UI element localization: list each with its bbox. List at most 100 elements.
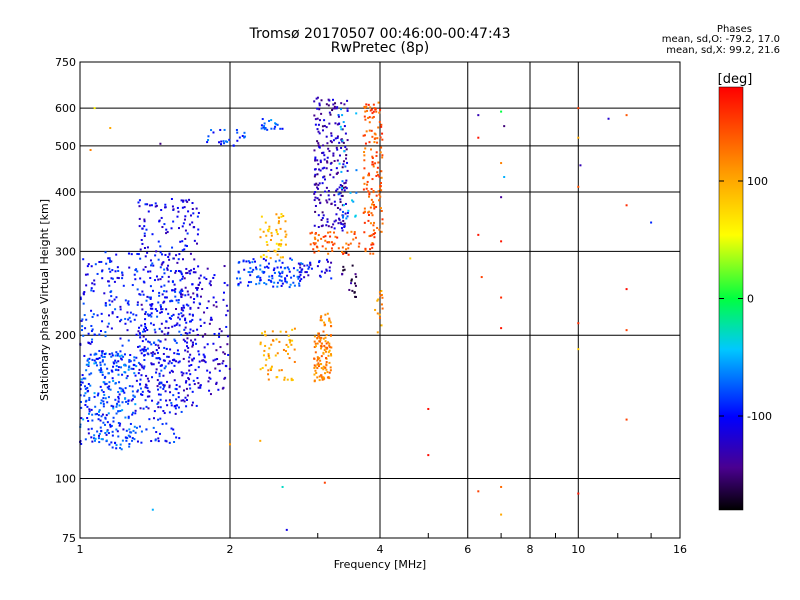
data-point [165, 228, 168, 231]
data-point [153, 410, 156, 413]
data-point [342, 163, 345, 166]
data-point [277, 244, 280, 247]
data-point [182, 309, 185, 312]
data-point [108, 299, 111, 302]
data-point [281, 282, 284, 285]
data-point [274, 250, 277, 253]
data-point [158, 220, 161, 223]
data-point [363, 115, 366, 118]
data-point [147, 389, 150, 392]
data-point [96, 314, 99, 317]
data-point [378, 111, 381, 114]
data-point [191, 404, 194, 407]
data-point [187, 377, 190, 380]
data-point [182, 222, 185, 225]
data-point [132, 363, 135, 366]
data-point [371, 178, 374, 181]
data-point [138, 205, 141, 208]
data-point [144, 323, 147, 326]
data-point [345, 179, 348, 182]
data-point [163, 384, 166, 387]
data-point [176, 349, 179, 352]
data-point [154, 343, 157, 346]
data-point [123, 364, 126, 367]
data-point [279, 227, 282, 230]
data-point [174, 405, 177, 408]
phases-heading: Phases [716, 24, 752, 35]
data-point [317, 130, 320, 133]
data-point [381, 218, 384, 221]
data-point [116, 266, 119, 269]
data-point [370, 108, 373, 111]
data-point [296, 275, 299, 278]
data-point [326, 142, 329, 145]
data-point [173, 338, 176, 341]
data-point [184, 286, 187, 289]
data-point [323, 349, 326, 352]
data-point [138, 225, 141, 228]
data-point [146, 329, 149, 332]
y-tick-label: 75 [62, 532, 76, 545]
data-point [236, 139, 239, 142]
data-point [213, 274, 216, 277]
data-point [338, 218, 341, 221]
data-point [212, 296, 215, 299]
data-point [124, 317, 127, 320]
data-point [362, 211, 365, 214]
data-point [124, 436, 127, 439]
data-point [170, 362, 173, 365]
data-point [218, 369, 221, 372]
data-point [337, 217, 340, 220]
data-point [144, 349, 147, 352]
data-point [260, 124, 263, 127]
data-point [132, 411, 135, 414]
data-point [318, 274, 321, 277]
data-point [208, 389, 211, 392]
data-point [381, 132, 384, 135]
data-point [330, 354, 333, 357]
data-point [255, 268, 258, 271]
data-point [315, 182, 318, 185]
data-point [223, 128, 226, 131]
data-point [334, 235, 337, 238]
data-point [328, 198, 331, 201]
data-point [139, 387, 142, 390]
data-point [145, 405, 148, 408]
data-point [323, 377, 326, 380]
data-point [319, 202, 322, 205]
data-point [134, 412, 137, 415]
data-point [342, 219, 345, 222]
data-point [132, 367, 135, 370]
data-point [296, 269, 299, 272]
data-point [110, 355, 113, 358]
data-point [91, 282, 94, 285]
data-point [343, 189, 346, 192]
data-point [346, 231, 349, 234]
data-point [88, 396, 91, 399]
data-point [102, 421, 105, 424]
data-point [197, 382, 200, 385]
data-point [185, 321, 188, 324]
data-point [288, 357, 291, 360]
data-point [135, 356, 138, 359]
data-point [120, 318, 123, 321]
data-point [138, 326, 141, 329]
data-point [187, 304, 190, 307]
data-point [151, 508, 154, 511]
data-point [374, 232, 377, 235]
data-point [179, 240, 182, 243]
data-point [218, 327, 221, 330]
data-point [135, 379, 138, 382]
data-point [147, 210, 150, 213]
data-point [317, 123, 320, 126]
data-point [105, 304, 108, 307]
data-point [98, 261, 101, 264]
data-point [113, 362, 116, 365]
data-point [188, 331, 191, 334]
data-point [147, 380, 150, 383]
data-point [206, 307, 209, 310]
data-point [184, 332, 187, 335]
data-point [157, 437, 160, 440]
data-point [278, 272, 281, 275]
